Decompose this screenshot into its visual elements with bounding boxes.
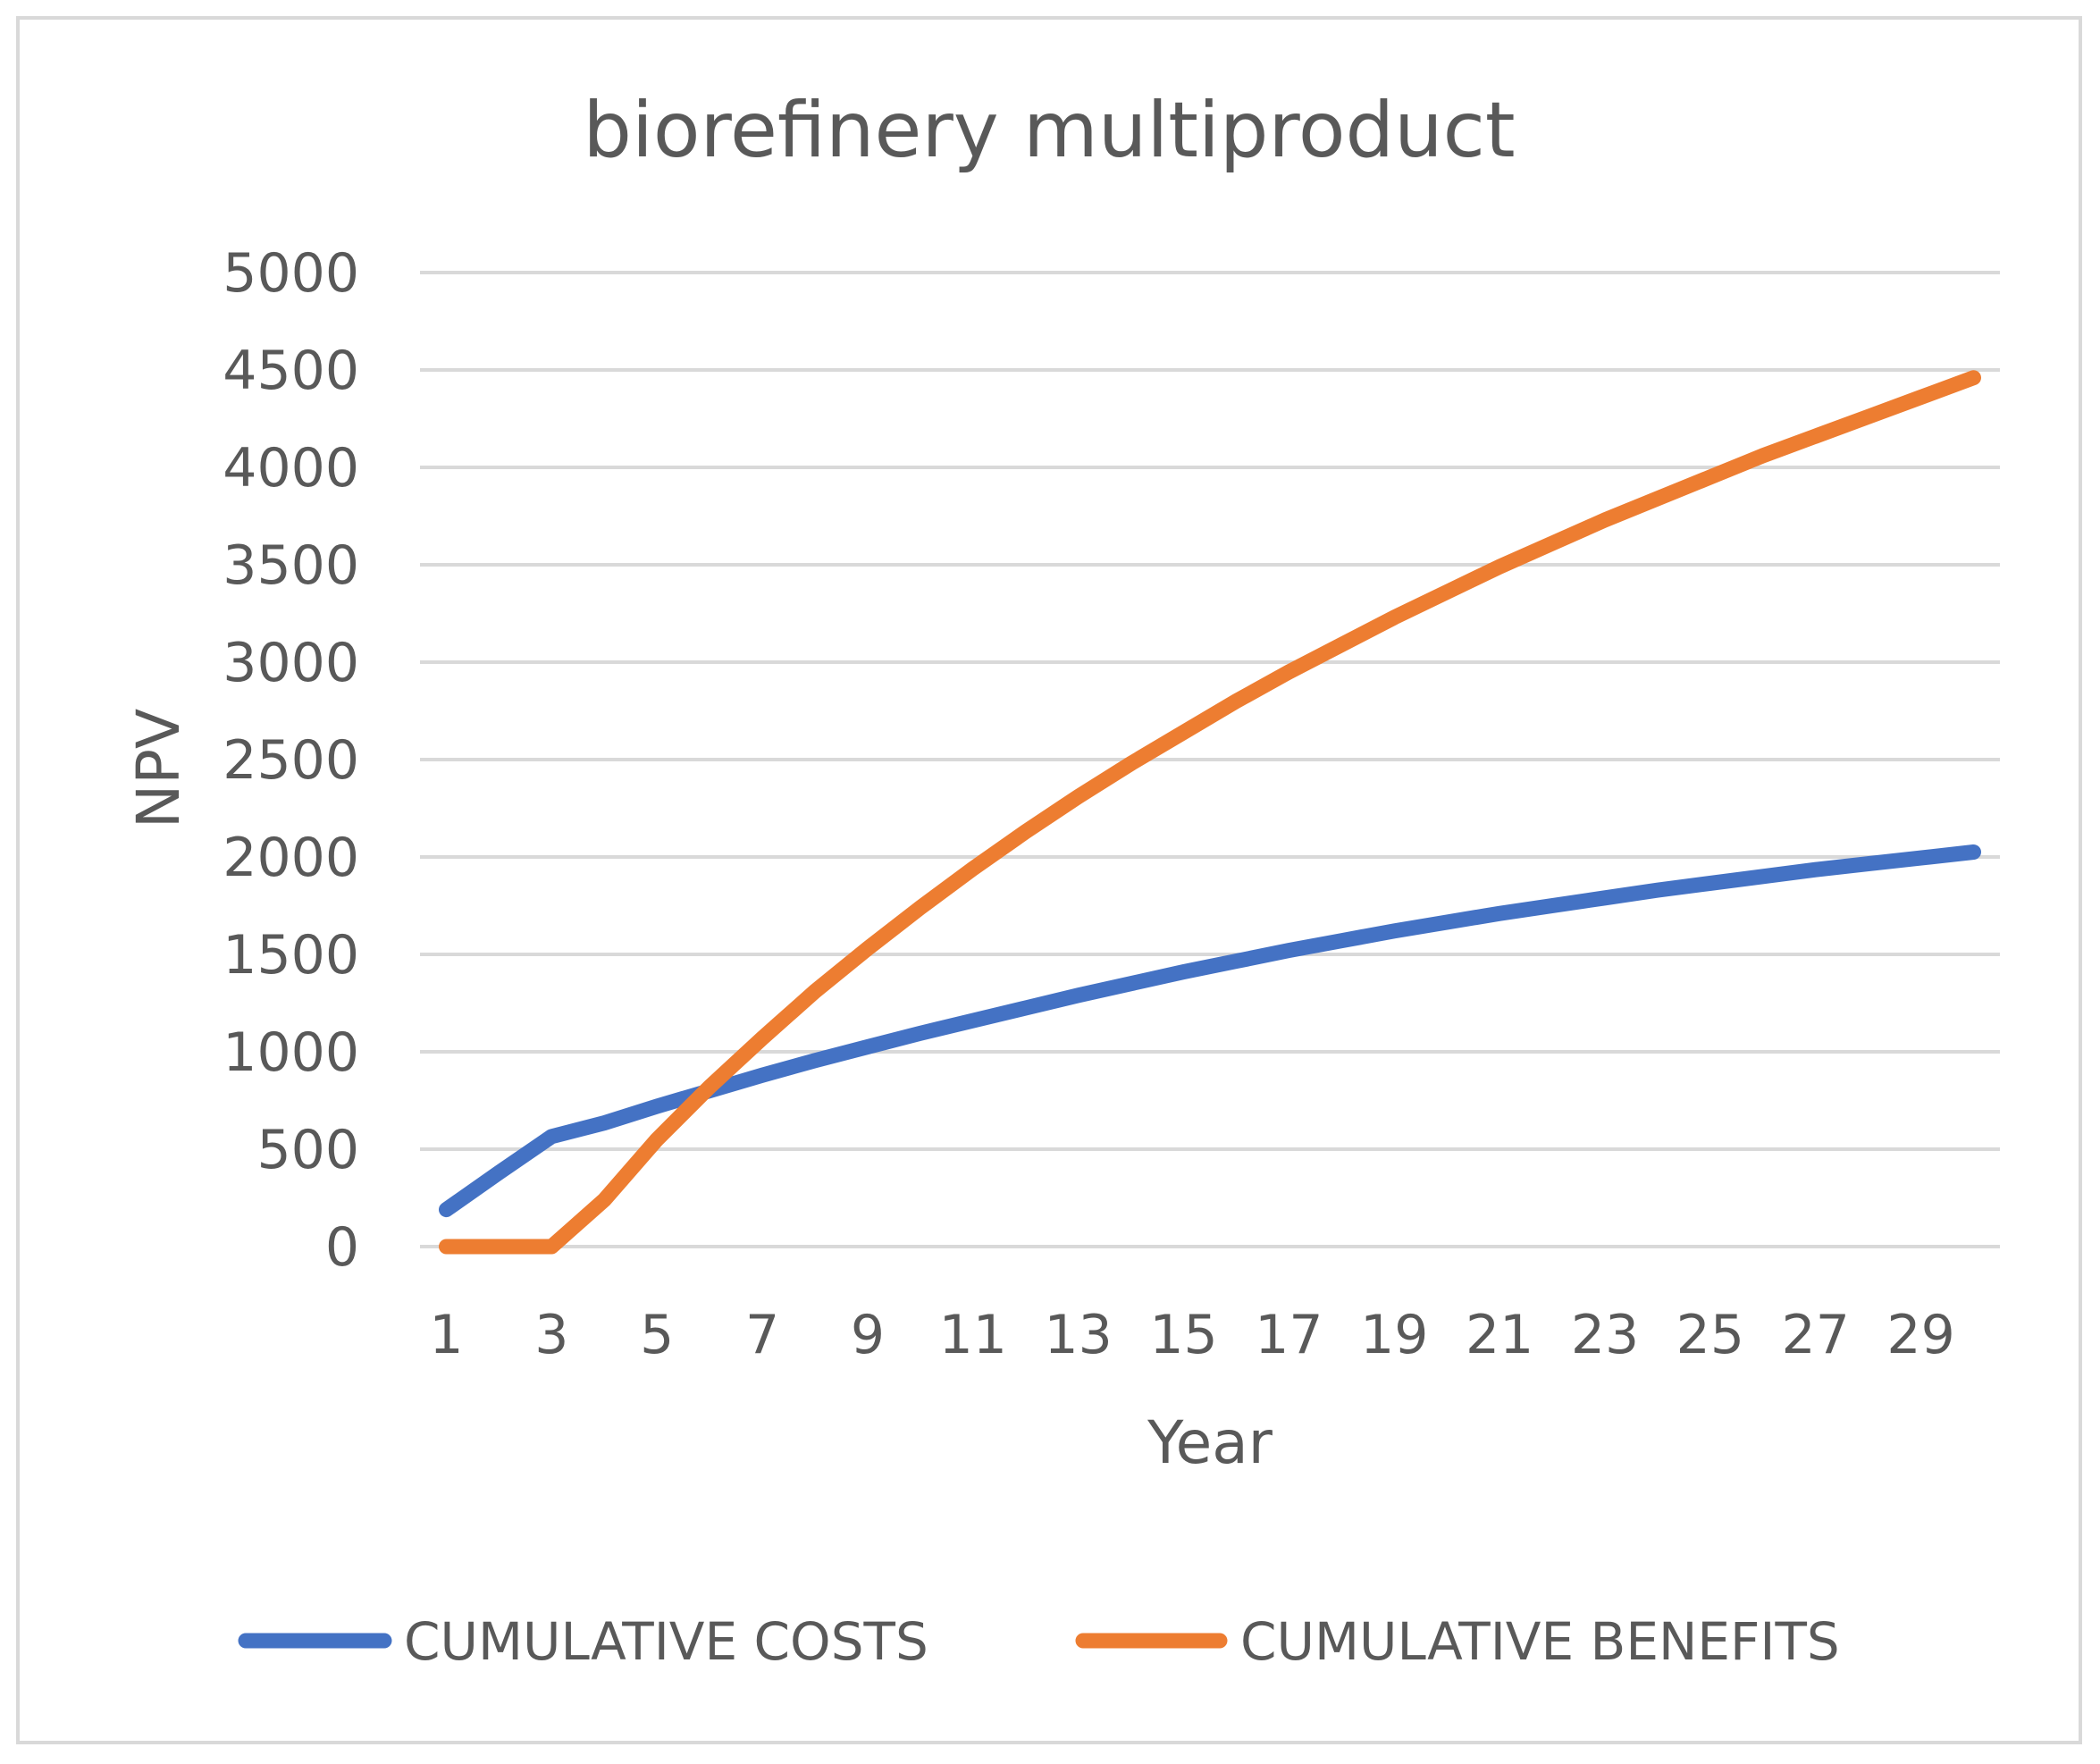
y-tick-label: 5000	[223, 242, 359, 305]
x-tick-label: 21	[1466, 1304, 1533, 1366]
x-tick-labels: 1 3 5 7 9 11 13 15 17 19 21 23 25 27 29	[429, 1304, 1954, 1366]
x-tick-label: 5	[640, 1304, 674, 1366]
y-tick-label: 1500	[223, 924, 359, 987]
series-line-cumulative-benefits	[439, 370, 1981, 1255]
x-tick-label: 9	[851, 1304, 885, 1366]
y-tick-labels: 0 500 1000 1500 2000 2500 3000 3500 4000 4500 5000	[223, 242, 359, 1279]
y-tick-label: 2500	[223, 729, 359, 792]
y-tick-label: 4500	[223, 340, 359, 402]
legend: CUMULATIVE COSTS CUMULATIVE BENEFITS	[238, 1611, 1840, 1672]
y-tick-label: 500	[256, 1119, 359, 1181]
x-tick-label: 29	[1886, 1304, 1954, 1366]
y-tick-label: 3000	[223, 632, 359, 694]
x-tick-label: 1	[429, 1304, 463, 1366]
y-tick-label: 1000	[223, 1021, 359, 1084]
x-tick-label: 11	[939, 1304, 1007, 1366]
legend-label-benefits: CUMULATIVE BENEFITS	[1240, 1611, 1840, 1672]
x-tick-label: 19	[1360, 1304, 1428, 1366]
x-axis-title: Year	[1147, 1408, 1273, 1477]
x-tick-label: 3	[534, 1304, 568, 1366]
y-tick-label: 2000	[223, 827, 359, 889]
x-tick-label: 15	[1149, 1304, 1217, 1366]
series-lines	[439, 370, 1981, 1255]
y-axis-title: NPV	[124, 709, 193, 828]
series-line-cumulative-costs	[439, 844, 1981, 1218]
y-tick-label: 4000	[223, 437, 359, 500]
legend-label-costs: CUMULATIVE COSTS	[404, 1611, 928, 1672]
x-tick-label: 25	[1676, 1304, 1744, 1366]
x-tick-label: 13	[1044, 1304, 1112, 1366]
chart-title: biorefinery multiproduct	[583, 86, 1515, 175]
x-tick-label: 17	[1255, 1304, 1323, 1366]
x-tick-label: 27	[1782, 1304, 1850, 1366]
x-tick-label: 23	[1571, 1304, 1639, 1366]
y-tick-label: 0	[325, 1216, 359, 1279]
gridlines	[420, 271, 2000, 1248]
y-tick-label: 3500	[223, 534, 359, 597]
x-tick-label: 7	[745, 1304, 779, 1366]
